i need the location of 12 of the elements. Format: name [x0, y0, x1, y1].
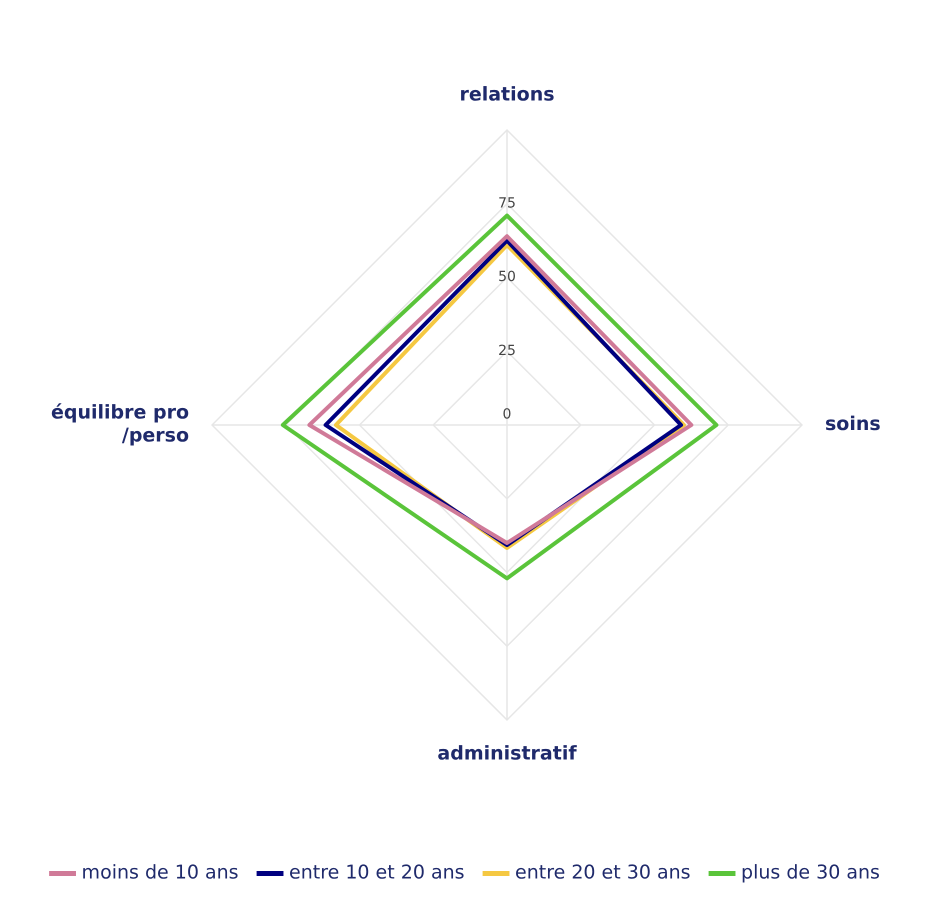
spoke-label: équilibre pro /perso — [51, 402, 190, 446]
spoke-label: soins — [824, 412, 881, 435]
legend-label: plus de 30 ans — [741, 861, 880, 884]
legend-label: entre 20 et 30 ans — [515, 861, 691, 884]
y-tick-label: 50 — [498, 269, 516, 286]
y-tick-label: 75 — [498, 195, 516, 212]
y-tick-label: 25 — [498, 342, 516, 359]
y-tick-label: 0 — [502, 406, 512, 423]
spoke-label: relations — [459, 84, 555, 106]
legend-label: moins de 10 ans — [82, 861, 239, 884]
legend-label: entre 10 et 20 ans — [289, 861, 465, 884]
spoke-label: administratif — [437, 742, 578, 764]
